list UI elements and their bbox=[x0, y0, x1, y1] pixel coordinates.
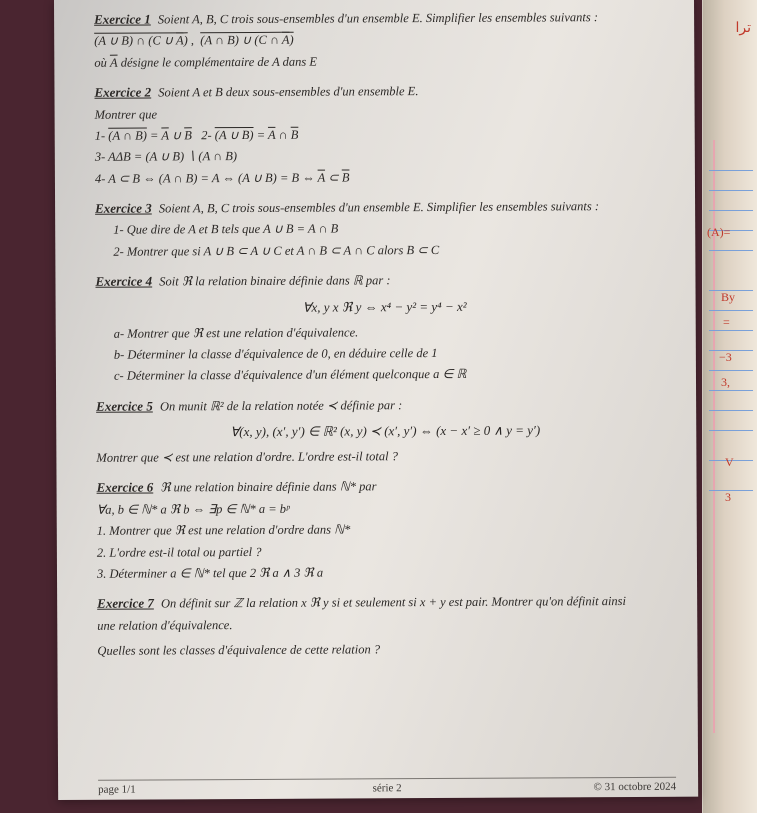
worksheet-page: Exercice 1 Soient A, B, C trois sous-ens… bbox=[54, 0, 698, 800]
exercise-heading: Exercice 5 bbox=[96, 398, 153, 413]
formula-line: 1- (A ∩ B) = A ∪ B 2- (A ∪ B) = A ∩ B bbox=[95, 124, 673, 146]
question-line: Quelles sont les classes d'équivalence d… bbox=[97, 639, 675, 661]
footer-center: série 2 bbox=[373, 782, 402, 794]
ruled-line bbox=[709, 170, 753, 171]
exercise-intro: Soit ℜ la relation binaire définie dans … bbox=[159, 273, 390, 288]
ruled-line bbox=[709, 210, 753, 211]
question-line: 3. Déterminer a ∈ ℕ* tel que 2 ℜ a ∧ 3 ℜ… bbox=[97, 562, 675, 584]
ruled-line bbox=[709, 390, 753, 391]
handwriting: 3, bbox=[721, 375, 730, 390]
formula-centered: ∀x, y x ℜ y ⇔ x⁴ − y² = y⁴ − x² bbox=[96, 297, 674, 316]
formula-line: ∀a, b ∈ ℕ* a ℜ b ⇔ ∃p ∈ ℕ* a = bᵖ bbox=[97, 498, 675, 520]
question-line: c- Déterminer la classe d'équivalence d'… bbox=[114, 364, 674, 386]
ruled-line bbox=[709, 310, 753, 311]
ruled-line bbox=[709, 190, 753, 191]
footer-left: page 1/1 bbox=[98, 784, 136, 796]
handwriting: −3 bbox=[719, 350, 732, 365]
question-line: 2. L'ordre est-il total ou partiel ? bbox=[97, 540, 675, 562]
text-line: une relation d'équivalence. bbox=[97, 613, 675, 635]
exercise-intro: On munit ℝ² de la relation notée ≺ défin… bbox=[160, 398, 402, 413]
text-line: Montrer que bbox=[95, 102, 673, 124]
handwriting: ترا bbox=[735, 20, 751, 37]
ruled-line bbox=[709, 370, 753, 371]
exercise-intro: Soient A, B, C trois sous-ensembles d'un… bbox=[158, 10, 598, 26]
footer-right: © 31 octobre 2024 bbox=[594, 781, 677, 793]
exercise-heading: Exercice 6 bbox=[97, 480, 154, 495]
formula-centered: ∀(x, y), (x′, y′) ∈ ℝ² (x, y) ≺ (x′, y′)… bbox=[96, 422, 674, 441]
ruled-line bbox=[709, 430, 753, 431]
page-footer: page 1/1 série 2 © 31 octobre 2024 bbox=[98, 777, 676, 796]
question-line: 1. Montrer que ℜ est une relation d'ordr… bbox=[97, 519, 675, 541]
exercise-intro: Soient A, B, C trois sous-ensembles d'un… bbox=[159, 199, 599, 215]
ruled-line bbox=[709, 250, 753, 251]
handwriting: By bbox=[721, 290, 735, 305]
question-line: 2- Montrer que si A ∪ B ⊂ A ∪ C et A ∩ B… bbox=[113, 240, 673, 262]
exercise-intro: Soient A et B deux sous-ensembles d'un e… bbox=[158, 84, 418, 99]
handwriting: V bbox=[725, 455, 734, 470]
note-line: où A désigne le complémentaire de A dans… bbox=[94, 51, 672, 73]
exercise-intro: On définit sur ℤ la relation x ℜ y si et… bbox=[161, 594, 626, 610]
exercise-heading: Exercice 4 bbox=[95, 274, 152, 289]
adjacent-page-strip: ترا (A)= By = −3 3, V 3 bbox=[702, 0, 757, 813]
handwriting: (A)= bbox=[707, 225, 730, 240]
question-line: Montrer que ≺ est une relation d'ordre. … bbox=[96, 446, 674, 468]
formula-line: (A ∪ B) ∩ (C ∪ A) , (A ∩ B) ∪ (C ∩ A) bbox=[94, 29, 672, 51]
formula-line: 3- AΔB = (A ∪ B) ∖ (A ∩ B) bbox=[95, 145, 673, 167]
question-line: a- Montrer que ℜ est une relation d'équi… bbox=[114, 321, 674, 343]
handwriting: = bbox=[723, 315, 730, 330]
exercise-heading: Exercice 7 bbox=[97, 596, 154, 611]
exercise-heading: Exercice 1 bbox=[94, 11, 151, 26]
question-line: b- Déterminer la classe d'équivalence de… bbox=[114, 343, 674, 365]
question-line: 1- Que dire de A et B tels que A ∪ B = A… bbox=[113, 218, 673, 240]
exercise-intro: ℜ une relation binaire définie dans ℕ* p… bbox=[160, 480, 376, 495]
ruled-line bbox=[709, 490, 753, 491]
formula-line: 4- A ⊂ B ⇔ (A ∩ B) = A ⇔ (A ∪ B) = B ⇔ A… bbox=[95, 166, 673, 188]
ruled-line bbox=[709, 410, 753, 411]
exercise-heading: Exercice 3 bbox=[95, 200, 152, 215]
exercise-heading: Exercice 2 bbox=[94, 85, 151, 100]
ruled-line bbox=[709, 330, 753, 331]
handwriting: 3 bbox=[725, 490, 731, 505]
